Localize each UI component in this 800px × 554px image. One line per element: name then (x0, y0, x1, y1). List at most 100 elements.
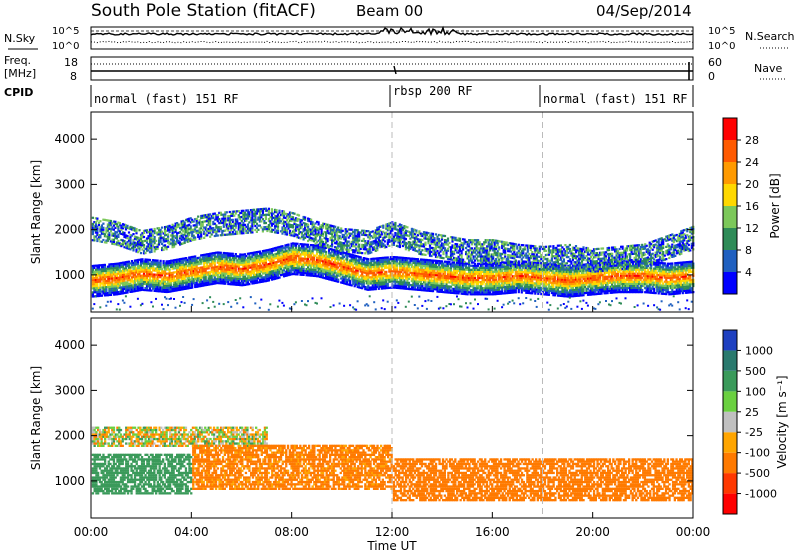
power-cell (129, 270, 132, 273)
power-cell (141, 260, 144, 263)
power-cell (273, 273, 277, 276)
noise-tick-bottom-left: 10^0 (52, 41, 79, 52)
power-cell (165, 233, 168, 237)
power-cell (270, 250, 273, 253)
power-cell (358, 245, 361, 248)
power-cell (242, 280, 245, 283)
power-cell (191, 258, 194, 261)
power-cell (242, 259, 245, 262)
power-cell (120, 228, 123, 231)
power-cell (145, 266, 149, 269)
power-cell (200, 284, 203, 288)
power-cell (105, 273, 108, 276)
power-cell (176, 260, 179, 263)
power-cell (197, 271, 200, 274)
power-cell (302, 245, 305, 248)
power-cell (281, 255, 284, 258)
power-cell (236, 279, 239, 282)
power-cell (97, 234, 100, 237)
power-cell (258, 214, 261, 217)
power-cell (126, 241, 129, 244)
power-cell (210, 256, 213, 259)
noise-tick-bottom-right: 10^0 (708, 41, 735, 52)
power-cell (138, 270, 141, 274)
power-cell (282, 212, 286, 215)
power-cell (126, 245, 129, 248)
power-cell (233, 224, 236, 227)
power-cell (368, 247, 371, 250)
power-cell (105, 219, 108, 222)
power-cell (100, 270, 103, 273)
power-cell (112, 279, 115, 282)
power-cell (228, 219, 231, 222)
power-cell (198, 221, 201, 224)
power-cell (263, 278, 266, 281)
power-cell (117, 241, 120, 245)
power-cell (144, 282, 147, 286)
power-cell (305, 304, 308, 307)
power-cell (347, 250, 350, 253)
power-cell (255, 208, 258, 211)
power-cell (215, 272, 218, 275)
power-cell (251, 258, 254, 261)
power-cell (142, 246, 146, 249)
power-cell (254, 279, 257, 282)
power-cell (97, 280, 100, 283)
power-cell (114, 271, 117, 274)
power-cell (133, 273, 137, 276)
power-cell (145, 229, 149, 232)
power-cell (237, 226, 240, 229)
power-cell (215, 216, 218, 219)
power-cell (180, 242, 183, 245)
power-cell (203, 274, 206, 277)
power-cell (258, 250, 261, 253)
power-cell (207, 271, 210, 274)
power-cell (269, 216, 272, 219)
power-cell (201, 220, 204, 223)
power-cell (261, 218, 264, 221)
power-cell (100, 294, 103, 297)
power-cell (264, 273, 267, 277)
power-cell (195, 265, 198, 268)
power-cell (215, 232, 218, 235)
power-cell (251, 215, 254, 218)
power-cell (141, 302, 144, 305)
power-cell (194, 271, 197, 274)
power-cell (246, 281, 249, 284)
power-cell (114, 226, 117, 229)
power-cell (243, 227, 246, 231)
power-cell (257, 275, 260, 278)
power-cell (261, 256, 264, 259)
power-cell (139, 286, 143, 290)
power-cell (105, 288, 108, 291)
power-cell (240, 280, 243, 283)
power-cell (106, 267, 109, 270)
power-cell (270, 260, 273, 263)
power-cell (97, 288, 100, 291)
power-cell (99, 282, 102, 285)
power-cell (141, 286, 144, 289)
power-cell (245, 265, 248, 268)
power-cell (123, 271, 126, 274)
power-cell (347, 248, 350, 251)
power-cell (246, 277, 249, 280)
power-cell (168, 282, 171, 285)
power-cell (239, 275, 242, 278)
power-cell (132, 265, 135, 268)
power-cell (263, 228, 266, 231)
power-cell (416, 307, 419, 310)
power-cell (129, 305, 132, 308)
power-cell (105, 304, 108, 307)
power-cell (279, 261, 283, 264)
power-cell (132, 276, 135, 279)
power-cell (261, 254, 264, 257)
power-cell (179, 274, 182, 277)
power-cell (243, 275, 246, 278)
power-cell (201, 268, 204, 271)
power-cell (200, 268, 203, 271)
power-cell (111, 281, 114, 284)
power-cell (171, 240, 174, 243)
power-cell (204, 267, 207, 270)
power-cell (204, 280, 207, 283)
power-cell (404, 285, 407, 288)
